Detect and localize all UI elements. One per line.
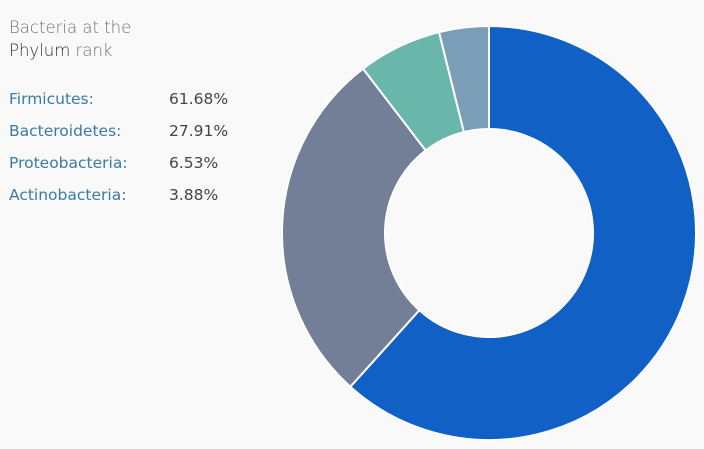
legend-label: Actinobacteria:: [9, 186, 127, 204]
legend-label: Bacteroidetes:: [9, 122, 122, 140]
legend-value: 3.88%: [169, 186, 219, 204]
title-line1: Bacteria at the: [9, 18, 132, 37]
chart-title: Bacteria at the Phylum rank: [9, 16, 131, 62]
title-rank: Phylum: [9, 41, 71, 60]
legend-item-firmicutes[interactable]: Firmicutes: 61.68%: [9, 87, 228, 119]
donut-slice-actinobacteria[interactable]: [437, 24, 490, 134]
donut-slice-bacteroidetes[interactable]: [281, 67, 428, 389]
legend-value: 6.53%: [169, 154, 219, 172]
legend-value: 61.68%: [169, 90, 229, 108]
legend-item-proteobacteria[interactable]: Proteobacteria: 6.53%: [9, 151, 228, 183]
legend-label: Firmicutes:: [9, 90, 94, 108]
legend: Firmicutes: 61.68% Bacteroidetes: 27.91%…: [9, 87, 228, 215]
legend-item-bacteroidetes[interactable]: Bacteroidetes: 27.91%: [9, 119, 228, 151]
legend-item-actinobacteria[interactable]: Actinobacteria: 3.88%: [9, 183, 228, 215]
title-suffix: rank: [75, 41, 113, 60]
legend-label: Proteobacteria:: [9, 154, 128, 172]
legend-value: 27.91%: [169, 122, 229, 140]
donut-slice-firmicutes[interactable]: [348, 24, 697, 441]
